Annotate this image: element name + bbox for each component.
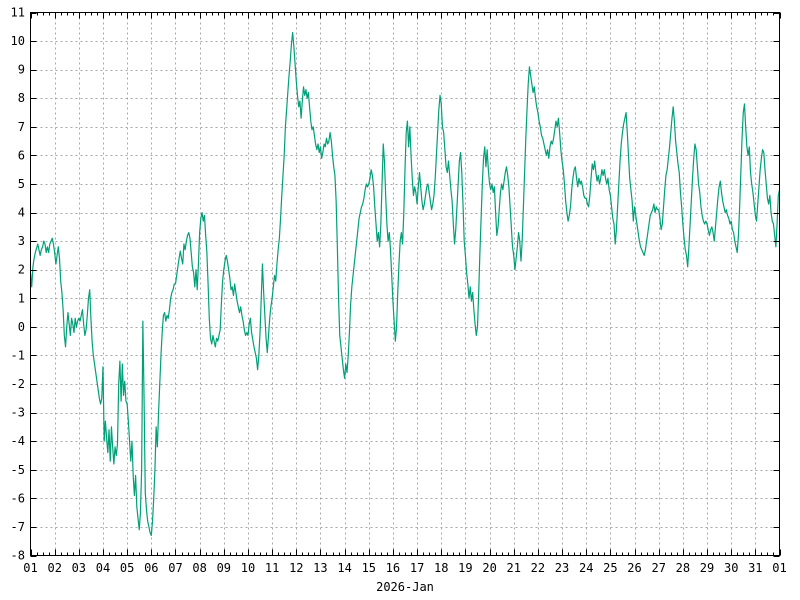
x-tick-label: 05	[120, 561, 134, 575]
x-axis-title: 2026-Jan	[376, 580, 434, 594]
y-tick-label: -7	[11, 520, 25, 534]
x-tick-label: 10	[241, 561, 255, 575]
x-tick-label: 19	[458, 561, 472, 575]
gridlines	[30, 12, 780, 556]
x-tick-label: 09	[217, 561, 231, 575]
x-tick-label: 20	[482, 561, 496, 575]
x-tick-label: 03	[72, 561, 86, 575]
y-tick-label: 4	[18, 206, 25, 220]
y-tick-label: -5	[11, 463, 25, 477]
y-tick-label: 6	[18, 148, 25, 162]
series-line	[29, 31, 781, 537]
x-tick-label: 02	[47, 561, 61, 575]
y-tick-label: 7	[18, 120, 25, 134]
x-tick-labels: 01 02 03 04 05 06 07 08 09 10 11 12 13 14 15 16 17 18 19 20…	[23, 561, 786, 575]
x-tick-label: 16	[386, 561, 400, 575]
x-tick-label: 14	[337, 561, 351, 575]
tick-marks	[30, 12, 781, 557]
y-tick-label: 10	[11, 34, 25, 48]
y-tick-label: 11	[11, 6, 25, 20]
x-tick-label: 25	[603, 561, 617, 575]
y-tick-label: 2	[18, 263, 25, 277]
x-tick-label: 24	[579, 561, 593, 575]
x-tick-label: 27	[651, 561, 665, 575]
x-tick-label: 01	[23, 561, 37, 575]
y-tick-label: -4	[11, 434, 25, 448]
y-tick-label: -1	[11, 348, 25, 362]
x-tick-label: 30	[724, 561, 738, 575]
x-tick-label: 29	[700, 561, 714, 575]
y-tick-label: -8	[11, 549, 25, 563]
y-tick-labels: -8 -7 -6 -5 -4 -3 -2 -1 0 1 2 3 4 5 6 7 8 9 10 11	[11, 6, 25, 563]
x-tick-label: 28	[676, 561, 690, 575]
y-tick-label: 9	[18, 63, 25, 77]
x-tick-label: 18	[434, 561, 448, 575]
y-tick-label: 8	[18, 91, 25, 105]
x-tick-label: 15	[362, 561, 376, 575]
x-tick-label: 13	[313, 561, 327, 575]
x-tick-label: 06	[144, 561, 158, 575]
x-tick-label: 17	[410, 561, 424, 575]
y-tick-label: 0	[18, 320, 25, 334]
x-tick-label: 01	[772, 561, 786, 575]
y-tick-label: -2	[11, 377, 25, 391]
x-tick-label: 08	[192, 561, 206, 575]
y-tick-label: -3	[11, 406, 25, 420]
x-tick-label: 22	[531, 561, 545, 575]
y-tick-label: 3	[18, 234, 25, 248]
x-tick-label: 07	[168, 561, 182, 575]
x-tick-label: 12	[289, 561, 303, 575]
data-series	[29, 31, 781, 537]
x-tick-label: 31	[748, 561, 762, 575]
x-tick-label: 21	[506, 561, 520, 575]
x-tick-label: 11	[265, 561, 279, 575]
y-tick-label: 1	[18, 291, 25, 305]
x-tick-label: 04	[96, 561, 110, 575]
y-tick-label: -6	[11, 491, 25, 505]
y-tick-label: 5	[18, 177, 25, 191]
x-tick-label: 26	[627, 561, 641, 575]
x-tick-label: 23	[555, 561, 569, 575]
